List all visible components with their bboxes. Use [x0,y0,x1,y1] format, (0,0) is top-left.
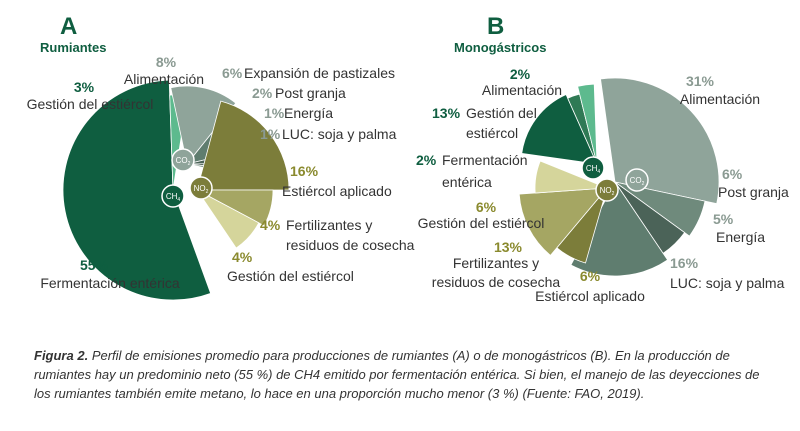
chart-a-label-fermentacion-label: Fermentación entérica [40,275,180,291]
chart-b-label-postgranja-value: 6% [722,166,743,182]
chart-b-label-gestion-ch4-value: 13% [432,105,461,121]
chart-a-label-alimentacion-label: Alimentación [124,71,204,87]
chart-b-badge-co2-circle [625,168,649,192]
chart-a-wedge-ch4-fermentacion-enterica [62,79,212,301]
chart-a-label-gestion-ch4-label: Gestión del estiércol [27,96,154,112]
chart-a-label-fertilizantes-label: Fertilizantes y [286,217,372,233]
chart-a-label-estiercol-label: Estiércol aplicado [282,183,392,199]
chart-a-label-expansion-value: 6% [222,65,243,81]
chart-b-label-alimentacion-ch4-label: Alimentación [482,82,562,98]
chart-a-label-fertilizantes-label-2: residuos de cosecha [286,237,415,253]
chart-b-badge-ch4: CH4 [586,164,601,175]
chart-b-label-alimentacion-co2-value: 31% [686,73,715,89]
chart-b-label-estiercol-value: 6% [580,268,601,284]
chart-b-badge-ch4-circle [581,156,605,180]
chart-a-wedge-n2o-fertilizantes-y-residuos-de-cosecha [196,189,274,227]
chart-a-label-fertilizantes-value: 4% [260,217,281,233]
chart-b-label-fermentacion-label: Fermentación [442,152,528,168]
chart-a-label-gestion-ch4-value: 3% [74,79,95,95]
chart-a-badge-n2o-circle [189,176,213,200]
chart-b-label-gestion-n2o-label: Gestión del estiércol [418,215,545,231]
chart-b-label-energia-label: Energía [716,229,765,245]
chart-b-badge-n2o-circle [595,178,619,202]
chart-a-label-gestion-n2o-label: Gestión del estiércol [227,268,354,284]
chart-a-label-energia-value: 1% [264,105,285,121]
chart-a-label-postgranja-value: 2% [252,85,273,101]
chart-a-title: Rumiantes [40,40,106,55]
chart-b-title: Monogástricos [454,40,546,55]
chart-a-label-luc-label: LUC: soja y palma [282,126,397,142]
chart-b-label-postgranja-label: Post granja [718,184,789,200]
caption-label: Figura 2. [34,348,89,363]
chart-b-badge-n2o: NO2 [600,186,615,197]
chart-b-label-fertilizantes-label: Fertilizantes y [453,255,539,271]
chart-a-label-gestion-n2o-value: 4% [232,249,253,265]
chart-b-wedge-co2-post-granja [614,181,706,237]
chart-a-badge-co2: CO2 [176,156,191,167]
chart-a-badge-ch4: CH4 [166,192,181,203]
chart-b-wedge-n2o-gestion-del-estiercol [534,160,608,194]
chart-b-label-gestion-ch4-label-2: estiércol [466,125,518,141]
chart-a-label-expansion-label: Expansión de pastizales [244,65,395,81]
chart-b-label-fertilizantes-value: 13% [494,239,523,255]
chart-a-badge-ch4-circle [161,184,185,208]
chart-b-label-luc-label: LUC: soja y palma [670,275,785,291]
chart-a-wedge-n2o-estiercol-aplicado [196,100,290,191]
chart-b-wedge-n2o-fertilizantes-y-residuos-de-cosecha [518,187,608,256]
chart-a-letter: A [60,13,77,40]
chart-b-badge-co2: CO2 [630,176,645,187]
chart-b-label-energia-value: 5% [713,211,734,227]
chart-a-label-estiercol-value: 16% [290,163,319,179]
chart-b-label-fermentacion-label-2: entérica [442,174,492,190]
chart-a-label-energia-label: Energía [284,105,333,121]
chart-a-label-postgranja-label: Post granja [275,85,346,101]
chart-a-label-alimentacion-value: 8% [156,54,177,70]
chart-b-label-alimentacion-co2-label: Alimentación [680,91,760,107]
figure-caption: Figura 2. Perfil de emisiones promedio p… [34,346,774,403]
chart-b-label-fertilizantes-label-2: residuos de cosecha [432,274,561,290]
chart-a-label-fermentacion-value: 55% [80,257,109,273]
chart-b-label-gestion-ch4-label: Gestión del [466,105,537,121]
chart-b-label-luc-value: 16% [670,255,699,271]
chart-b-label-fermentacion-value: 2% [416,152,437,168]
chart-a-badge-n2o: NO2 [194,184,209,195]
chart-b-letter: B [487,13,504,40]
chart-b-wedge-co2-luc-soja-y-palma [570,181,669,277]
chart-b-label-alimentacion-ch4-value: 2% [510,66,531,82]
caption-text: Perfil de emisiones promedio para produc… [34,348,760,401]
chart-b-wedge-ch4-gestion-del-estiercol [521,94,598,165]
chart-b-wedge-ch4-alimentacion [577,83,598,165]
chart-b-label-gestion-n2o-value: 6% [476,199,497,215]
chart-a-wedge-n2o-gestion-del-estiercol [196,189,260,249]
chart-a-badge-co2-circle [171,148,195,172]
chart-b-label-estiercol-label: Estiércol aplicado [535,288,645,304]
chart-a-label-luc-value: 1% [260,126,281,142]
